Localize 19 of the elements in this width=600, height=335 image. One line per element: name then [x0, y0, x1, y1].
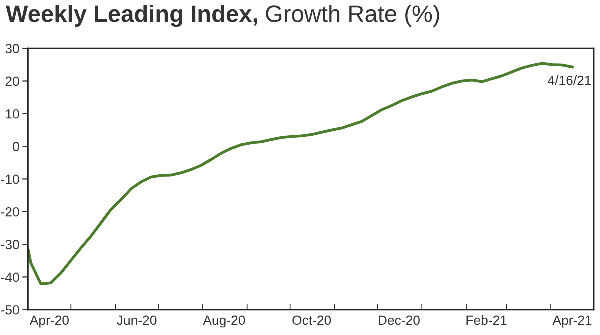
y-tick-label: -30	[1, 240, 20, 250]
chart-title: Weekly Leading Index,	[6, 5, 258, 28]
x-tick-label: Apr-21	[552, 316, 592, 328]
y-tick-label: 30	[6, 44, 20, 54]
x-tick-label: Jun-20	[117, 316, 157, 326]
y-tick-label: 20	[6, 76, 20, 86]
chart-subtitle: Growth Rate (%)	[266, 5, 440, 28]
y-tick-label: -20	[1, 207, 20, 217]
y-tick-label: -10	[1, 174, 20, 184]
x-tick-label: Apr-20	[30, 316, 69, 328]
y-tick-label: -50	[1, 305, 20, 315]
x-tick-label: Oct-20	[292, 316, 332, 326]
x-tick-label: Feb-21	[466, 315, 507, 326]
y-tick-label: 10	[6, 109, 20, 119]
y-tick-label: -40	[1, 272, 20, 282]
x-tick-label: Dec-20	[379, 316, 420, 326]
x-tick-label: Aug-20	[203, 316, 246, 328]
y-tick-label: 0	[13, 142, 20, 152]
annotation: 4/16/21	[548, 76, 592, 86]
